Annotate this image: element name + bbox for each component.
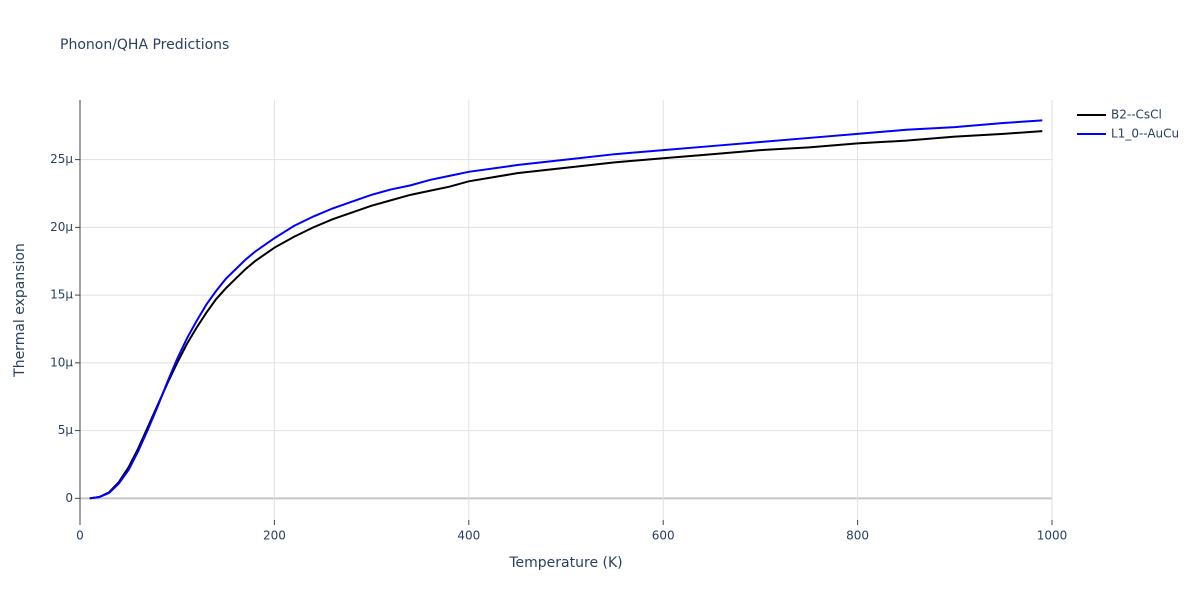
- y-tick-label: 0: [65, 491, 73, 505]
- y-tick-label: 20μ: [50, 220, 73, 234]
- y-tick-label: 15μ: [50, 288, 73, 302]
- legend-label: B2--CsCl: [1111, 108, 1162, 122]
- series-line: [89, 130, 1043, 500]
- x-axis-label: Temperature (K): [508, 555, 622, 571]
- series-line: [89, 119, 1043, 500]
- x-tick-label: 1000: [1037, 529, 1068, 543]
- x-tick-label: 400: [457, 529, 480, 543]
- chart-title: Phonon/QHA Predictions: [60, 37, 229, 53]
- y-tick-label: 10μ: [50, 355, 73, 369]
- y-tick-label: 25μ: [50, 152, 73, 166]
- x-tick-label: 600: [652, 529, 675, 543]
- y-axis-label: Thermal expansion: [12, 243, 28, 378]
- x-tick-label: 0: [76, 529, 84, 543]
- x-tick-label: 800: [846, 529, 869, 543]
- legend-label: L1_0--AuCu: [1111, 127, 1179, 141]
- x-tick-label: 200: [263, 529, 286, 543]
- y-tick-label: 5μ: [58, 423, 74, 437]
